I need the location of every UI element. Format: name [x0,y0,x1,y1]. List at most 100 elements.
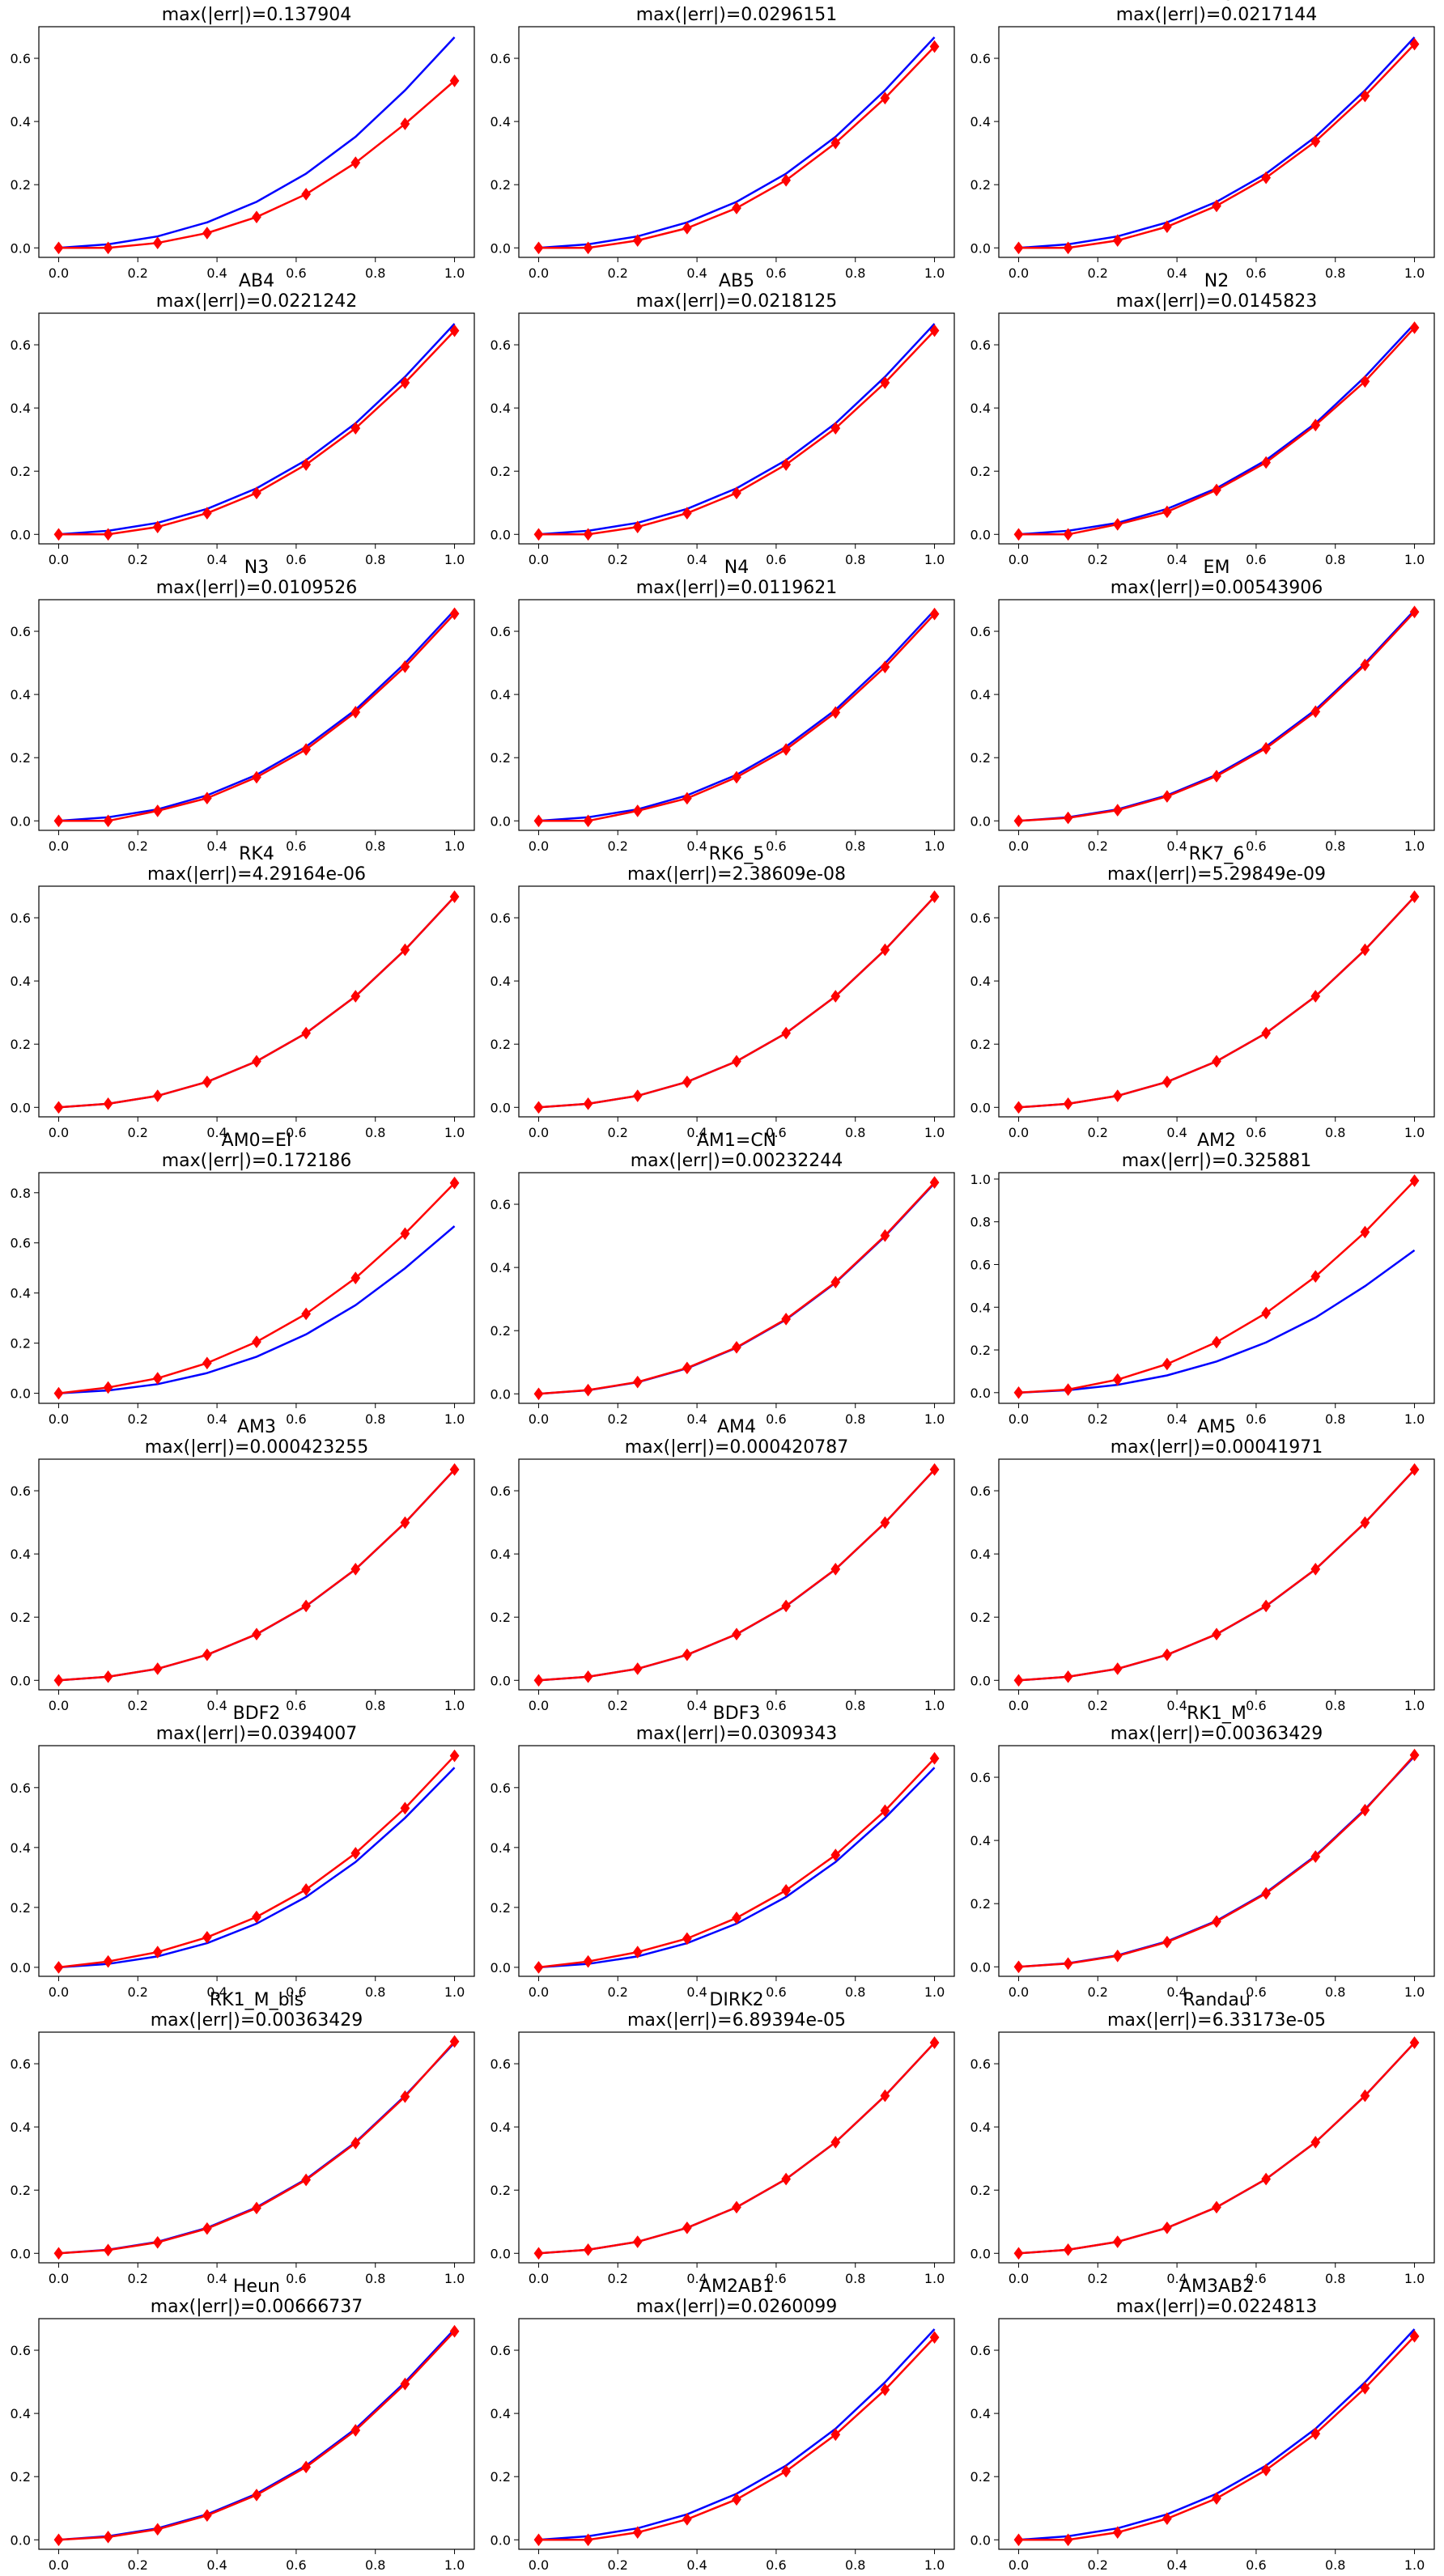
approx-marker [781,1026,792,1040]
x-tick-label: 0.0 [529,1125,549,1140]
y-tick-label: 0.8 [970,1215,991,1230]
approx-marker [781,173,792,187]
approx-marker [732,1628,741,1641]
approx-marker [533,1674,544,1687]
exact-solution-line [1018,2042,1416,2255]
subplot-subtitle: max(|err|)=0.0296151 [636,5,838,25]
x-tick-label: 0.6 [1246,552,1266,567]
y-tick-label: 0.0 [491,527,511,542]
exact-solution-line [538,1182,936,1395]
subplot-title: AM2 [1197,1131,1236,1151]
y-tick-label: 0.6 [491,1197,511,1212]
approx-marker [781,1599,792,1613]
x-tick-label: 1.0 [924,1411,945,1427]
y-tick-label: 0.2 [491,1610,511,1625]
approx-marker [1360,943,1370,957]
x-tick-label: 0.8 [365,1411,385,1427]
approx-marker [1409,37,1420,51]
x-tick-label: 0.0 [1009,1411,1029,1427]
subplot-title: RK4 [239,844,274,864]
x-tick-label: 0.4 [206,2557,227,2573]
approx-solution-line [58,329,456,536]
x-tick-label: 1.0 [444,1411,465,1427]
x-tick-label: 0.4 [686,1984,707,2000]
axes-frame [518,312,955,545]
approx-marker [1409,2036,1420,2049]
approx-marker [152,236,163,250]
axes-frame [998,26,1435,258]
approx-solution-line [58,896,456,1109]
approx-marker [252,1910,261,1924]
subplot-subtitle: max(|err|)=4.29164e-06 [147,864,366,885]
approx-marker [350,990,361,1003]
approx-marker [202,2222,212,2235]
y-tick-label: 0.2 [11,2183,31,2198]
approx-marker [1261,1306,1272,1320]
y-tick-label: 0.0 [970,2246,991,2261]
approx-solution-line [58,2040,456,2255]
x-tick-label: 0.4 [686,1698,707,1713]
approx-marker [103,1670,113,1683]
approx-marker [533,241,544,255]
x-tick-label: 0.0 [529,1984,549,2000]
exact-solution-line [1018,2328,1416,2541]
subplot-subtitle: max(|err|)=0.325881 [1122,1151,1312,1171]
x-tick-label: 0.8 [1325,1698,1345,1713]
axes-frame [38,26,475,258]
y-tick-label: 0.2 [970,1037,991,1052]
y-tick-label: 0.2 [11,1336,31,1352]
x-tick-label: 0.6 [766,552,786,567]
y-tick-label: 0.6 [970,1770,991,1785]
x-tick-label: 0.0 [1009,1125,1029,1140]
x-tick-label: 0.0 [529,2557,549,2573]
approx-marker [632,2526,643,2539]
approx-marker [400,1516,410,1530]
x-tick-label: 0.0 [1009,2271,1029,2286]
axes-frame [518,1172,955,1404]
x-tick-label: 0.6 [766,1698,786,1713]
approx-marker [583,1383,593,1397]
subplot-subtitle: max(|err|)=0.00041971 [1111,1437,1323,1458]
x-tick-label: 0.2 [1088,1984,1108,2000]
axes-frame [998,1458,1435,1691]
x-tick-label: 0.0 [529,838,549,854]
x-tick-label: 0.0 [1009,265,1029,281]
approx-marker [53,814,64,828]
approx-marker [400,943,410,957]
y-tick-label: 0.6 [970,2343,991,2358]
approx-marker [252,770,261,784]
y-tick-label: 0.4 [11,974,31,989]
approx-marker [632,1662,643,1675]
y-tick-label: 0.2 [970,2469,991,2485]
approx-marker [533,2247,544,2260]
approx-marker [1013,1101,1024,1114]
approx-marker [830,706,841,719]
subplot-title: AM1=CN [697,1131,776,1151]
subplot-title: RK6_5 [709,844,765,864]
x-tick-label: 0.0 [49,265,69,281]
approx-marker [830,1848,841,1861]
x-tick-label: 0.0 [1009,2557,1029,2573]
x-tick-label: 1.0 [444,838,465,854]
x-tick-label: 0.2 [608,1984,628,2000]
y-tick-label: 0.0 [11,1673,31,1688]
exact-solution-line [58,2042,456,2255]
approx-solution-line [58,1182,456,1394]
x-tick-label: 0.8 [365,1984,385,2000]
x-tick-label: 0.6 [766,2557,786,2573]
subplot-subtitle: max(|err|)=0.0221242 [156,291,358,312]
approx-solution-line [58,1755,456,1969]
y-tick-label: 0.2 [491,464,511,479]
y-tick-label: 0.2 [970,1896,991,1912]
approx-marker [929,1463,940,1476]
approx-marker [632,1089,643,1102]
subplot-title: RK1_M [1187,1704,1247,1724]
x-tick-label: 0.4 [686,1125,707,1140]
y-tick-label: 0.2 [491,177,511,193]
x-tick-label: 0.0 [1009,838,1029,854]
x-tick-label: 0.0 [1009,1984,1029,2000]
